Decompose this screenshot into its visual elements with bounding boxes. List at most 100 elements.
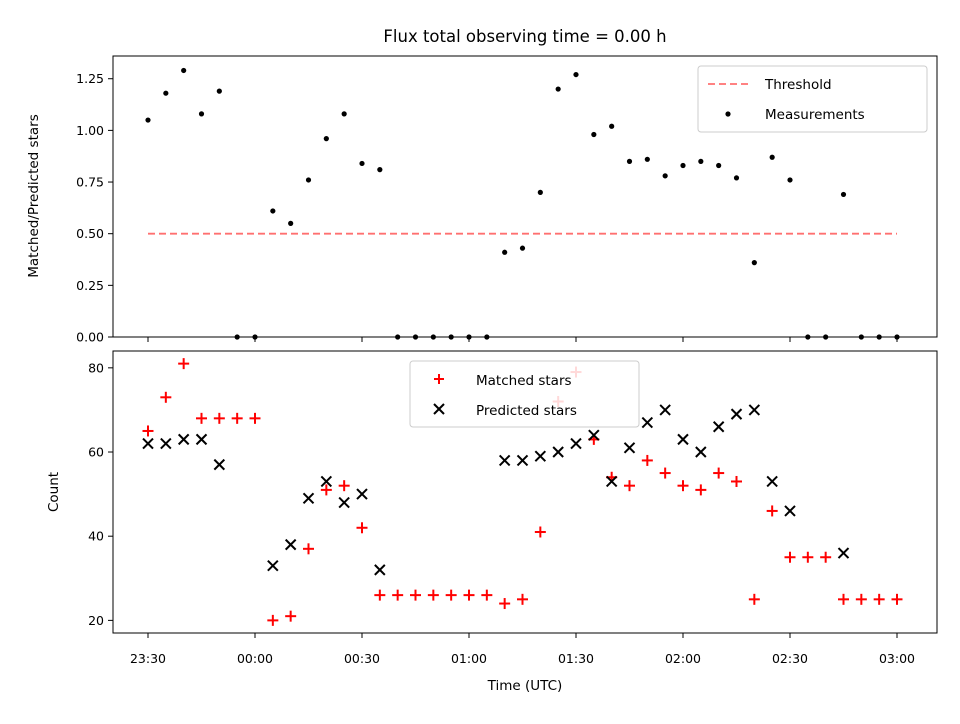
- measurement-point: [609, 123, 615, 129]
- measurement-point: [377, 167, 383, 173]
- matched-star-point: [445, 589, 457, 601]
- measurement-point: [252, 334, 258, 340]
- bottom-y-tick-label: 80: [88, 360, 104, 375]
- matched-star-point: [677, 480, 689, 492]
- predicted-star-point: [356, 488, 368, 500]
- measurement-point: [573, 71, 579, 78]
- predicted-star-point: [534, 450, 547, 462]
- measurement-point: [502, 249, 508, 255]
- measurement-point: [181, 67, 187, 74]
- matched-star-point: [748, 593, 760, 605]
- matched-star-point: [766, 505, 778, 517]
- bottom-x-tick-label: 23:30: [130, 651, 166, 666]
- top-y-tick-label: 1.00: [76, 123, 104, 138]
- legend-measurements-swatch: [725, 111, 731, 117]
- predicted-star-point: [837, 547, 850, 559]
- matched-star-point: [320, 484, 332, 496]
- predicted-star-point: [320, 475, 333, 488]
- matched-star-point: [427, 589, 439, 601]
- measurement-point: [698, 158, 704, 164]
- predicted-star-point: [302, 492, 315, 505]
- measurement-point: [359, 160, 365, 167]
- bottom-x-tick-label: 01:30: [558, 651, 594, 666]
- predicted-star-point: [213, 458, 226, 471]
- predicted-star-point: [284, 538, 297, 551]
- predicted-star-point: [160, 437, 172, 450]
- matched-star-point: [196, 412, 207, 424]
- matched-star-point: [160, 391, 172, 403]
- measurement-point: [662, 173, 668, 179]
- measurement-point: [680, 162, 686, 169]
- measurement-point: [537, 189, 543, 195]
- measurement-point: [323, 136, 329, 142]
- predicted-star-point: [552, 446, 564, 458]
- matched-star-point: [481, 589, 493, 601]
- matched-star-point: [713, 467, 725, 479]
- measurement-point: [876, 334, 882, 340]
- measurement-point: [412, 334, 419, 340]
- predicted-star-point: [177, 433, 190, 446]
- top-legend-box: [697, 65, 928, 133]
- matched-star-point: [249, 412, 261, 424]
- predicted-star-point: [766, 475, 778, 488]
- predicted-star-point: [695, 446, 707, 458]
- bottom-y-tick-label: 20: [88, 613, 104, 628]
- predicted-star-point: [338, 496, 350, 509]
- legend-predicted-swatch: [433, 403, 445, 415]
- legend-measurements-label: Measurements: [765, 107, 865, 123]
- matched-star-point: [178, 358, 190, 370]
- top-axes-frame: [112, 55, 938, 338]
- measurement-point: [216, 88, 222, 94]
- predicted-star-point: [784, 505, 796, 517]
- legend-predicted-label: Predicted stars: [476, 403, 577, 419]
- measurement-point: [145, 117, 151, 123]
- matched-star-point: [213, 412, 225, 424]
- predicted-star-point: [195, 433, 208, 446]
- predicted-star-point: [623, 442, 636, 454]
- predicted-star-point: [605, 475, 618, 488]
- matched-star-point: [463, 589, 475, 601]
- bottom-x-tick-label: 00:00: [237, 651, 273, 666]
- matched-star-point: [517, 593, 528, 605]
- measurement-point: [823, 334, 829, 340]
- bottom-legend: Matched stars Predicted stars: [409, 360, 640, 428]
- measurement-point: [484, 334, 490, 340]
- matched-star-point: [624, 480, 635, 492]
- measurement-point: [805, 334, 811, 340]
- matched-star-point: [838, 593, 849, 605]
- top-y-tick-label: 0.25: [76, 278, 104, 293]
- top-legend: Threshold Measurements: [697, 65, 928, 133]
- bottom-axes-frame: [112, 350, 938, 634]
- measurement-point: [270, 208, 276, 214]
- matched-star-point: [659, 467, 671, 479]
- measurement-point: [395, 334, 401, 340]
- bottom-y-axis-label: Count: [46, 472, 62, 512]
- measurement-point: [288, 220, 294, 226]
- top-y-axis-label: Matched/Predicted stars: [26, 114, 42, 277]
- bottom-x-tick-label: 00:30: [344, 651, 380, 666]
- measurement-point: [555, 86, 561, 92]
- legend-matched-swatch: [434, 374, 444, 384]
- measurement-point: [733, 175, 740, 181]
- matched-star-point: [356, 522, 368, 534]
- predicted-star-point: [748, 404, 761, 416]
- matched-star-point: [641, 454, 653, 466]
- matched-star-point: [534, 526, 546, 538]
- measurement-point: [769, 154, 775, 160]
- measurement-point: [198, 111, 205, 117]
- top-chart-title: Flux total observing time = 0.00 h: [383, 27, 666, 46]
- measurement-point: [448, 334, 454, 340]
- predicted-star-point: [498, 454, 511, 467]
- measurement-point: [644, 156, 650, 162]
- measurement-point: [858, 334, 864, 340]
- bottom-x-tick-label: 02:30: [772, 651, 808, 666]
- measurement-point: [626, 158, 633, 164]
- predicted-star-point: [730, 408, 743, 420]
- top-y-tick-label: 0.75: [76, 175, 104, 190]
- measurement-point: [430, 334, 436, 340]
- matched-star-point: [695, 484, 707, 496]
- matched-star-point: [873, 593, 885, 605]
- matched-star-point: [410, 589, 421, 601]
- measurement-point: [591, 131, 597, 138]
- bottom-x-tick-label: 01:00: [451, 651, 487, 666]
